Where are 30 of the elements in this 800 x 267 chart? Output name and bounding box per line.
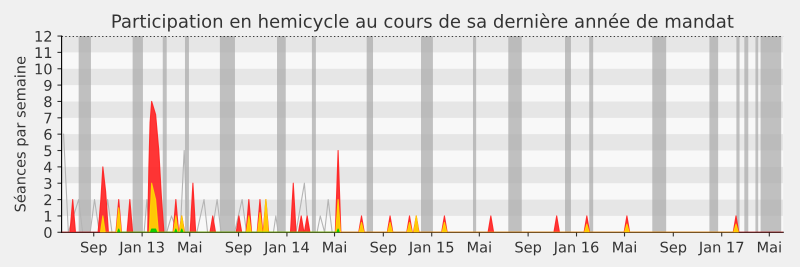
y-tick-label: 9 (44, 80, 52, 91)
y-tick-label: 0 (44, 227, 52, 238)
y-tick-label: 5 (44, 145, 52, 156)
y-tick-label: 10 (36, 63, 52, 74)
x-tick-label: Mai (178, 241, 202, 253)
chart-title: Participation en hemicycle au cours de sa dernière année de mandat (112, 13, 734, 32)
x-tick-label: Sep (515, 242, 542, 256)
x-tick-label: Jan 17 (698, 242, 744, 256)
x-tick-label: Jan 13 (118, 242, 164, 256)
x-tick-label: Jan 16 (552, 242, 598, 256)
x-tick-label: Sep (370, 242, 396, 256)
y-tick-label: 8 (44, 96, 52, 108)
x-tick-label: Mai (613, 241, 636, 253)
y-tick-label: 4 (44, 162, 52, 172)
x-tick-label: Mai (468, 241, 491, 253)
x-tick-label: Mai (323, 241, 346, 253)
y-tick-label: 6 (44, 128, 52, 140)
x-tick-label: Sep (660, 242, 686, 256)
y-tick-label: 2 (44, 194, 52, 206)
x-tick-label: Jan 14 (263, 242, 309, 256)
x-tick-label: Sep (80, 242, 107, 256)
y-tick-label: 3 (44, 178, 52, 189)
y-tick-label: 12 (36, 30, 52, 42)
y-tick-label: 1 (44, 210, 52, 222)
x-tick-label: Jan 15 (408, 242, 454, 256)
y-tick-label: 7 (44, 112, 52, 124)
y-axis-title: Séances par semaine (14, 56, 28, 212)
x-tick-label: Sep (226, 242, 252, 256)
y-tick-label: 11 (36, 47, 52, 58)
x-tick-label: Mai (758, 241, 781, 253)
